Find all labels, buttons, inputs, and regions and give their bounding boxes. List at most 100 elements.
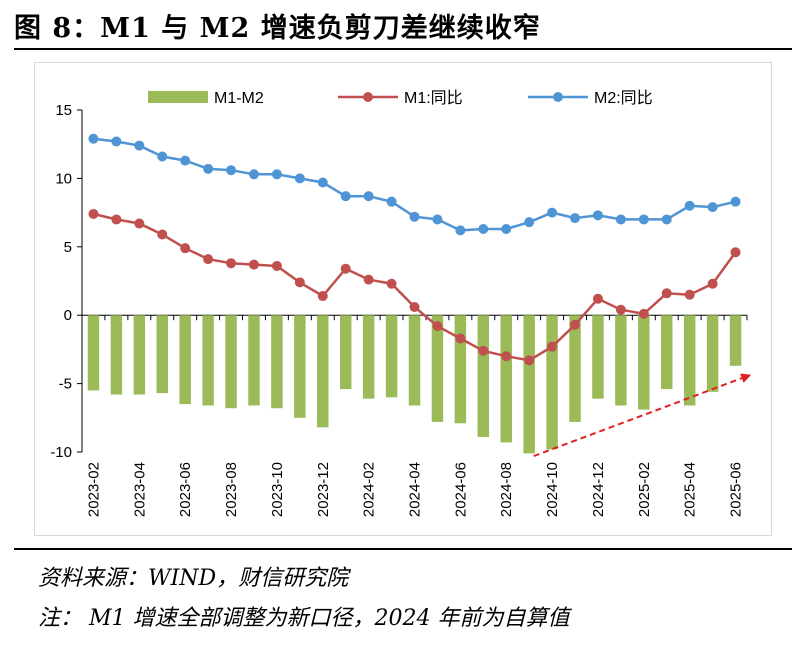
m2-yoy-point — [570, 213, 581, 224]
m1-yoy-point — [294, 277, 305, 288]
source-note: 资料来源：WIND，财信研究院 — [38, 566, 349, 591]
bar-m1-m2 — [661, 315, 673, 390]
bar-m1-m2 — [523, 315, 535, 454]
x-tick-label: 2023-08 — [223, 462, 240, 517]
m1-yoy-point — [592, 293, 603, 304]
footnote: 注： M1 增速全部调整为新口径，2024 年前为自算值 — [38, 606, 570, 631]
bar-m1-m2 — [431, 315, 444, 422]
y-tick-label: -5 — [59, 376, 72, 393]
x-tick-label: 2024-02 — [361, 462, 378, 517]
m1-yoy-point — [111, 214, 122, 225]
y-tick-label: 0 — [64, 307, 72, 324]
x-tick-label: 2023-04 — [131, 462, 148, 517]
m1-yoy-point — [707, 278, 718, 289]
m1-yoy-point — [271, 260, 282, 271]
m1-yoy-point — [203, 254, 214, 265]
m2-yoy-point — [409, 211, 420, 222]
m2-yoy-point — [684, 200, 695, 211]
m1-yoy-point — [615, 304, 626, 315]
bar-m1-m2 — [385, 315, 398, 398]
x-tick-label: 2024-04 — [407, 462, 424, 517]
m2-yoy-point — [432, 214, 443, 225]
x-tick-label: 2023-10 — [269, 462, 286, 517]
title-divider — [14, 48, 792, 50]
bar-m1-m2 — [133, 315, 146, 395]
m2-yoy-point — [707, 202, 718, 213]
m2-yoy-point — [226, 165, 237, 176]
bar-m1-m2 — [706, 315, 719, 392]
legend-swatch-m1-m2 — [148, 91, 208, 103]
m1-yoy-point — [570, 319, 581, 330]
m2-yoy-point — [157, 151, 168, 162]
x-tick-label: 2024-12 — [590, 462, 607, 517]
m2-yoy-point — [363, 191, 374, 202]
m1-yoy-point — [661, 288, 672, 299]
bar-m1-m2 — [408, 315, 421, 406]
x-tick-label: 2024-08 — [498, 462, 515, 517]
m1-yoy-point — [88, 208, 99, 219]
x-tick-label: 2024-10 — [544, 462, 561, 517]
chart-frame — [34, 62, 772, 536]
trend-arrow — [533, 373, 752, 458]
y-tick-label: 10 — [55, 170, 72, 187]
x-tick-label: 2025-02 — [636, 462, 653, 517]
bar-m1-m2 — [294, 315, 306, 418]
bar-m1-m2 — [339, 315, 352, 390]
m1-yoy-point — [455, 333, 466, 344]
bar-m1-m2 — [202, 315, 214, 406]
bar-m1-m2 — [683, 315, 696, 406]
m2-yoy-point — [638, 214, 649, 225]
bar-m1-m2 — [615, 315, 627, 406]
m2-yoy-point — [111, 136, 122, 147]
m1-yoy-point — [432, 321, 443, 332]
bar-m1-m2 — [87, 315, 100, 391]
x-tick-label: 2023-06 — [177, 462, 194, 517]
legend-label-m1: M1:同比 — [404, 89, 463, 107]
y-tick-label: -10 — [50, 444, 72, 461]
m2-yoy-point — [730, 196, 741, 207]
x-tick-label: 2023-02 — [85, 462, 102, 517]
m1-yoy-point — [340, 263, 351, 274]
x-tick-label: 2024-06 — [452, 462, 469, 517]
bar-m1-m2 — [179, 315, 191, 405]
x-tick-label: 2023-12 — [315, 462, 332, 517]
y-tick-label: 5 — [64, 239, 72, 256]
m2-yoy-point — [615, 214, 626, 225]
m1-yoy-point — [501, 351, 512, 362]
legend-label-m1-m2: M1-M2 — [214, 90, 264, 107]
m1-yoy-point — [638, 308, 649, 319]
bar-m1-m2 — [225, 315, 237, 409]
m2-yoy-point — [203, 163, 214, 174]
bar-m1-m2 — [729, 315, 742, 366]
x-tick-label: 2025-06 — [728, 462, 745, 517]
m1-yoy-point — [180, 243, 191, 254]
m2-yoy-point — [317, 177, 328, 188]
m1-yoy-point — [226, 258, 237, 269]
m2-yoy-point — [134, 140, 145, 151]
bar-m1-m2 — [156, 315, 168, 394]
m1-yoy-point — [134, 218, 145, 229]
m1-yoy-point — [478, 345, 489, 356]
m2-yoy-point — [455, 225, 466, 236]
m2-yoy-point — [340, 191, 351, 202]
m1-yoy-point — [409, 301, 420, 312]
m2-yoy-point — [592, 210, 603, 221]
m2-yoy-point — [88, 133, 99, 144]
bar-m1-m2 — [500, 315, 512, 443]
m2-yoy-point — [524, 217, 535, 228]
figure-title: 图 8：M1 与 M2 增速负剪刀差继续收窄 — [14, 13, 541, 44]
m1-yoy-point — [730, 247, 741, 258]
bar-m1-m2 — [271, 315, 283, 409]
m1-yoy-point — [547, 341, 558, 352]
legend-swatch-m1-dot — [363, 92, 373, 102]
bar-m1-m2 — [638, 315, 650, 410]
m2-yoy-point — [661, 214, 672, 225]
legend-label-m2: M2:同比 — [594, 89, 653, 107]
bar-m1-m2 — [477, 315, 490, 437]
m2-yoy-point — [248, 169, 259, 180]
bar-m1-m2 — [248, 315, 260, 406]
bar-m1-m2 — [110, 315, 123, 395]
bar-m1-m2 — [592, 315, 604, 399]
m1-yoy-point — [386, 278, 397, 289]
